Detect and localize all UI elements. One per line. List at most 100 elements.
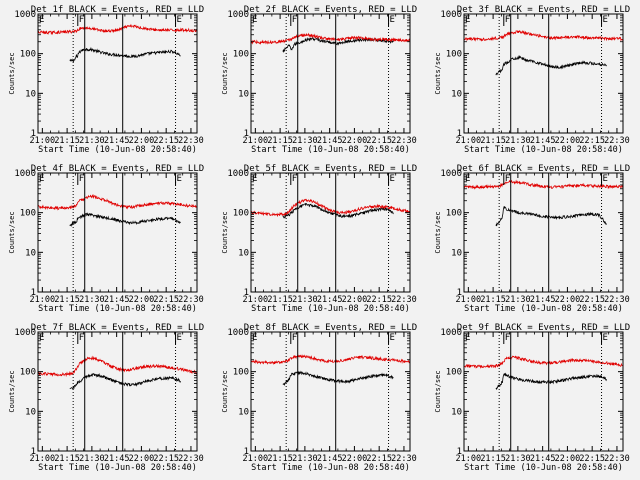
y-tick-label: 100: [20, 50, 36, 60]
series-lld-line: [251, 198, 410, 218]
marker-label: E: [252, 333, 257, 343]
y-tick-label: 10: [25, 248, 36, 258]
y-axis-label: Counts/sec: [221, 370, 229, 412]
y-axis-label: Counts/sec: [434, 211, 442, 253]
marker-label: F: [79, 174, 84, 184]
y-tick-label: 10: [238, 407, 249, 417]
marker-label: E: [465, 333, 470, 343]
marker-label: F: [292, 174, 297, 184]
x-tick-label: 22:30: [604, 454, 630, 464]
chart-title: Det 8f BLACK = Events, RED = LLD: [244, 323, 417, 333]
series-events-line: [282, 370, 394, 387]
x-axis-label: Start Time (10-Jun-08 20:58:40): [464, 463, 623, 473]
x-axis-label: Start Time (10-Jun-08 20:58:40): [38, 145, 197, 155]
y-tick-label: 1: [457, 129, 462, 139]
x-tick-label: 21:30: [505, 454, 531, 464]
y-tick-label: 1: [457, 288, 462, 298]
x-tick-label: 22:15: [366, 136, 392, 146]
y-axis-label: Counts/sec: [221, 211, 229, 253]
y-tick-label: 1: [244, 288, 249, 298]
x-tick-label: 21:00: [243, 136, 269, 146]
x-tick-label: 21:45: [104, 454, 130, 464]
y-tick-label: 100: [233, 209, 249, 219]
x-tick-label: 22:30: [391, 454, 417, 464]
x-tick-label: 22:00: [342, 295, 368, 305]
y-tick-label: 1000: [227, 169, 249, 179]
chart-title: Det 3f BLACK = Events, RED = LLD: [457, 5, 630, 15]
x-tick-label: 22:30: [178, 136, 204, 146]
y-tick-label: 10: [451, 248, 462, 258]
y-tick-label: 1000: [14, 10, 36, 20]
x-tick-label: 21:00: [456, 295, 482, 305]
x-tick-label: 21:45: [317, 454, 343, 464]
marker-label: E: [390, 15, 395, 25]
x-tick-label: 22:00: [129, 136, 155, 146]
marker-label: E: [177, 333, 182, 343]
plot-frame: [37, 331, 198, 452]
x-tick-label: 22:30: [391, 295, 417, 305]
marker-label: E: [39, 333, 44, 343]
y-tick-label: 1000: [440, 328, 462, 338]
series-events-line: [69, 212, 181, 228]
x-tick-label: 21:45: [530, 136, 556, 146]
marker-label: E: [177, 174, 182, 184]
marker-label: E: [252, 174, 257, 184]
marker-label: F: [292, 15, 297, 25]
y-tick-label: 1000: [440, 10, 462, 20]
x-tick-label: 22:00: [129, 454, 155, 464]
x-tick-label: 21:15: [480, 454, 506, 464]
x-tick-label: 21:15: [54, 454, 80, 464]
x-tick-label: 21:30: [292, 454, 318, 464]
x-tick-label: 21:45: [317, 136, 343, 146]
x-tick-label: 21:15: [267, 454, 293, 464]
marker-label: F: [292, 333, 297, 343]
series-lld-line: [38, 194, 197, 211]
x-tick-label: 22:00: [555, 295, 581, 305]
plot-frame: [463, 172, 624, 293]
x-axis-label: Start Time (10-Jun-08 20:58:40): [251, 304, 410, 314]
x-tick-label: 22:15: [366, 295, 392, 305]
series-lld-line: [251, 32, 410, 45]
marker-label: F: [79, 333, 84, 343]
series-lld-line: [464, 29, 623, 42]
series-events-line: [495, 372, 607, 391]
chart-title: Det 7f BLACK = Events, RED = LLD: [31, 323, 204, 333]
marker-label: E: [465, 174, 470, 184]
y-axis-label: Counts/sec: [8, 211, 16, 253]
y-tick-label: 100: [446, 368, 462, 378]
series-events-line: [495, 206, 607, 227]
y-tick-label: 1000: [227, 328, 249, 338]
x-axis-label: Start Time (10-Jun-08 20:58:40): [251, 463, 410, 473]
marker-label: E: [390, 174, 395, 184]
chart-title: Det 4f BLACK = Events, RED = LLD: [31, 164, 204, 174]
y-tick-label: 1: [31, 447, 36, 457]
x-tick-label: 21:15: [480, 295, 506, 305]
x-tick-label: 22:30: [178, 295, 204, 305]
y-tick-label: 10: [451, 89, 462, 99]
y-tick-label: 1000: [14, 328, 36, 338]
chart-title: Det 5f BLACK = Events, RED = LLD: [244, 164, 417, 174]
plot-frame: [37, 172, 198, 293]
plot-frame: [250, 172, 411, 293]
x-axis-label: Start Time (10-Jun-08 20:58:40): [251, 145, 410, 155]
y-tick-label: 10: [451, 407, 462, 417]
marker-label: E: [603, 333, 608, 343]
y-tick-label: 1000: [227, 10, 249, 20]
x-tick-label: 22:15: [366, 454, 392, 464]
series-lld-line: [464, 355, 623, 369]
x-tick-label: 21:00: [30, 295, 56, 305]
y-tick-label: 100: [20, 368, 36, 378]
marker-label: F: [505, 15, 510, 25]
x-tick-label: 22:30: [391, 136, 417, 146]
marker-label: F: [79, 15, 84, 25]
y-tick-label: 1000: [440, 169, 462, 179]
y-tick-label: 1000: [14, 169, 36, 179]
x-tick-label: 21:00: [30, 136, 56, 146]
x-tick-label: 21:30: [79, 136, 105, 146]
x-tick-label: 22:15: [153, 295, 179, 305]
